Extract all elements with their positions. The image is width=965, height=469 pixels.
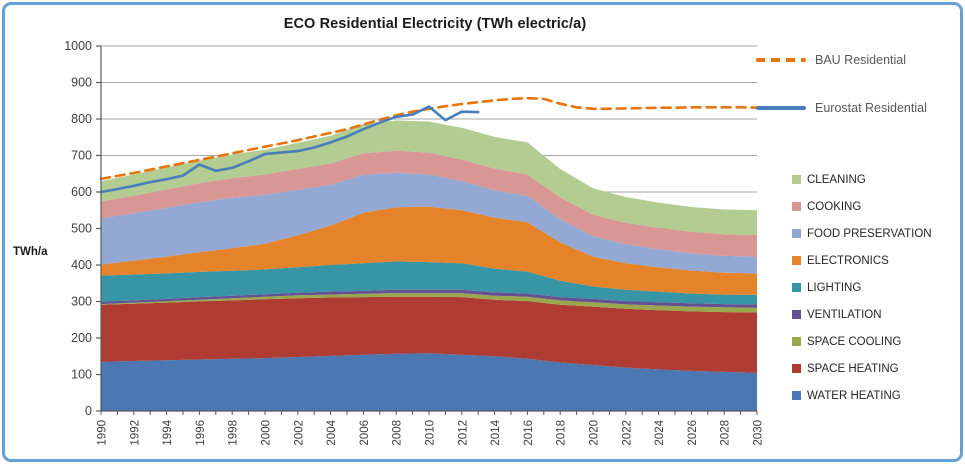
legend-swatch xyxy=(792,256,801,265)
svg-text:2008: 2008 xyxy=(392,420,404,446)
svg-text:1000: 1000 xyxy=(64,39,92,53)
legend-swatch xyxy=(792,364,801,373)
svg-text:2030: 2030 xyxy=(753,420,765,446)
legend-label-eurostat: Eurostat Residential xyxy=(815,101,927,115)
legend-label: WATER HEATING xyxy=(807,389,901,402)
legend-swatch xyxy=(792,175,801,184)
chart-title: ECO Residential Electricity (TWh electri… xyxy=(283,16,587,32)
svg-text:1990: 1990 xyxy=(97,420,109,446)
svg-text:2028: 2028 xyxy=(720,420,732,446)
svg-text:900: 900 xyxy=(71,76,92,90)
svg-text:2018: 2018 xyxy=(556,420,568,446)
y-axis-title: TWh/a xyxy=(13,246,48,258)
svg-text:0: 0 xyxy=(85,404,92,418)
svg-text:700: 700 xyxy=(71,149,92,163)
series-legend: CLEANING COOKING FOOD PRESERVATION ELECTRON… xyxy=(792,171,932,414)
legend-item-cooking: COOKING xyxy=(792,198,932,215)
svg-text:2012: 2012 xyxy=(457,420,469,446)
legend-swatch xyxy=(792,337,801,346)
legend-item-ventilation: VENTILATION xyxy=(792,306,932,323)
legend-item-cleaning: CLEANING xyxy=(792,171,932,188)
legend-item-electronics: ELECTRONICS xyxy=(792,252,932,269)
legend-swatch xyxy=(792,310,801,319)
legend-label: CLEANING xyxy=(807,173,866,186)
legend-label: VENTILATION xyxy=(807,308,882,321)
svg-text:2026: 2026 xyxy=(687,420,699,446)
svg-text:2024: 2024 xyxy=(654,419,666,445)
svg-text:100: 100 xyxy=(71,368,92,382)
legend-item-water-heating: WATER HEATING xyxy=(792,387,932,404)
svg-text:2016: 2016 xyxy=(523,420,535,446)
svg-text:2002: 2002 xyxy=(293,420,305,446)
svg-text:2010: 2010 xyxy=(425,420,437,446)
bau-dashed-line-sample xyxy=(756,58,806,62)
eurostat-line-sample xyxy=(756,106,806,110)
legend-item-eurostat: Eurostat Residential xyxy=(756,100,927,116)
legend-item-food-preservation: FOOD PRESERVATION xyxy=(792,225,932,242)
legend-label-bau: BAU Residential xyxy=(815,53,907,67)
svg-text:1992: 1992 xyxy=(129,420,141,446)
svg-text:600: 600 xyxy=(71,185,92,199)
chart-frame: 0 100 200 300 400 500 600 700 800 900 1000 1990 1992… xyxy=(2,2,963,462)
svg-text:2000: 2000 xyxy=(261,420,273,446)
svg-text:1996: 1996 xyxy=(195,420,207,446)
svg-text:2022: 2022 xyxy=(621,420,633,446)
legend-label: COOKING xyxy=(807,200,862,213)
svg-text:500: 500 xyxy=(71,222,92,236)
plot-area: 0 100 200 300 400 500 600 700 800 900 1000 1990 1992… xyxy=(64,39,765,446)
legend-swatch xyxy=(792,229,801,238)
legend-item-bau: BAU Residential xyxy=(756,52,906,68)
svg-text:2014: 2014 xyxy=(490,419,502,445)
legend-item-lighting: LIGHTING xyxy=(792,279,932,296)
svg-text:2004: 2004 xyxy=(326,419,338,445)
svg-text:800: 800 xyxy=(71,112,92,126)
svg-text:2020: 2020 xyxy=(589,420,601,446)
legend-item-space-heating: SPACE HEATING xyxy=(792,360,932,377)
svg-text:400: 400 xyxy=(71,258,92,272)
svg-text:200: 200 xyxy=(71,331,92,345)
legend-label: FOOD PRESERVATION xyxy=(807,227,932,240)
svg-text:1998: 1998 xyxy=(228,420,240,446)
legend-label: SPACE COOLING xyxy=(807,335,902,348)
legend-swatch xyxy=(792,202,801,211)
legend-label: ELECTRONICS xyxy=(807,254,889,267)
svg-text:300: 300 xyxy=(71,295,92,309)
legend-item-space-cooling: SPACE COOLING xyxy=(792,333,932,350)
svg-text:1994: 1994 xyxy=(162,419,174,445)
legend-swatch xyxy=(792,391,801,400)
legend-label: SPACE HEATING xyxy=(807,362,899,375)
legend-label: LIGHTING xyxy=(807,281,862,294)
legend-swatch xyxy=(792,283,801,292)
svg-text:2006: 2006 xyxy=(359,420,371,446)
